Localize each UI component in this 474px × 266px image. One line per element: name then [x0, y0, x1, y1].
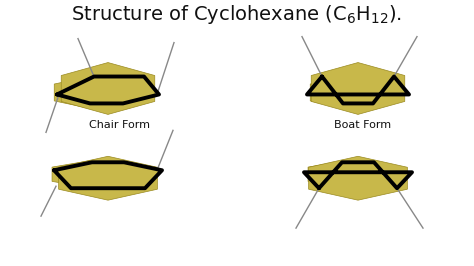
Polygon shape	[59, 156, 157, 200]
Polygon shape	[309, 156, 407, 200]
Text: Structure of Cyclohexane (C$_6$H$_{12}$).: Structure of Cyclohexane (C$_6$H$_{12}$)…	[72, 3, 402, 26]
Polygon shape	[52, 160, 136, 189]
Polygon shape	[54, 76, 134, 109]
Polygon shape	[311, 63, 405, 114]
Polygon shape	[308, 160, 392, 189]
Polygon shape	[61, 63, 155, 114]
Polygon shape	[310, 76, 390, 109]
Text: Boat Form: Boat Form	[335, 120, 392, 130]
Text: Chair Form: Chair Form	[90, 120, 151, 130]
